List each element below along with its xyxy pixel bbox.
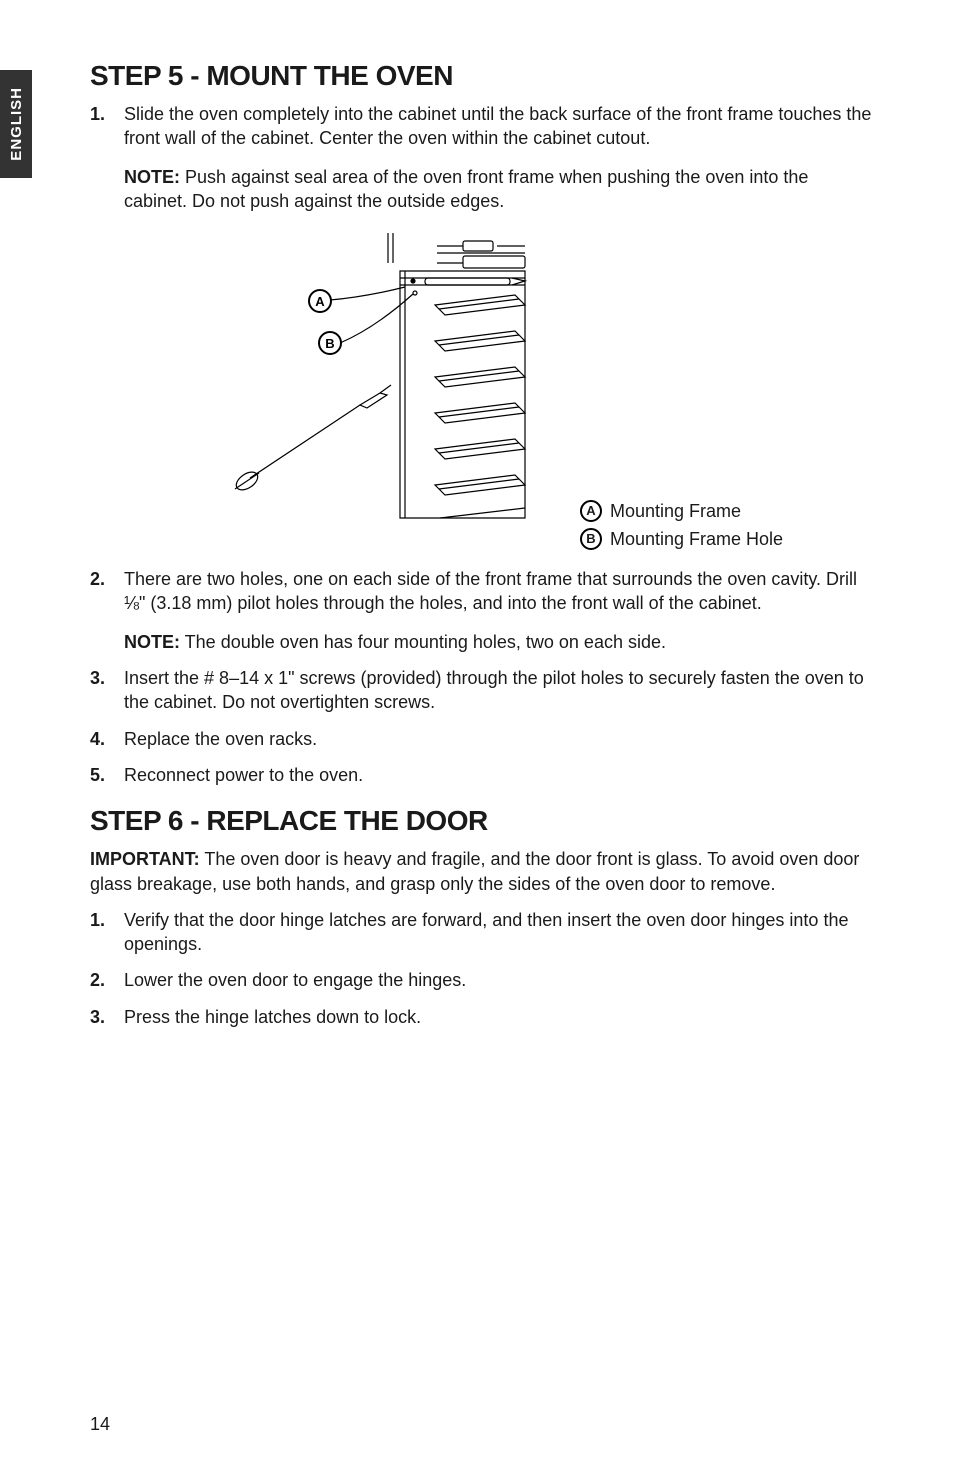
step5-item-5-num: 5.	[90, 763, 105, 787]
diagram-label-b: B	[325, 336, 334, 351]
note-label: NOTE:	[124, 167, 180, 187]
step5-item-4: 4. Replace the oven racks.	[90, 727, 874, 751]
step5-item-1-text: Slide the oven completely into the cabin…	[124, 104, 871, 148]
note-label-2: NOTE:	[124, 632, 180, 652]
step5-item-1-note: NOTE: Push against seal area of the oven…	[124, 165, 874, 214]
important-text: The oven door is heavy and fragile, and …	[90, 849, 859, 893]
step5-list: 1. Slide the oven completely into the ca…	[90, 102, 874, 787]
legend-b-label: Mounting Frame Hole	[610, 527, 783, 551]
legend-a-label: Mounting Frame	[610, 499, 741, 523]
step5-item-4-text: Replace the oven racks.	[124, 729, 317, 749]
step5-title: STEP 5 - MOUNT THE OVEN	[90, 60, 874, 92]
note-text: Push against seal area of the oven front…	[124, 167, 808, 211]
legend-row-a: A Mounting Frame	[580, 499, 783, 523]
important-label: IMPORTANT:	[90, 849, 200, 869]
step6-item-1-text: Verify that the door hinge latches are f…	[124, 910, 848, 954]
step5-item-5-text: Reconnect power to the oven.	[124, 765, 363, 785]
page: ENGLISH STEP 5 - MOUNT THE OVEN 1. Slide…	[0, 0, 954, 1475]
step5-item-2: 2. There are two holes, one on each side…	[90, 567, 874, 654]
mounting-diagram: A B A Mounting Frame B Mounting Frame Ho…	[124, 223, 874, 555]
oven-mount-illustration: A B	[215, 223, 575, 543]
step5-item-2-note: NOTE: The double oven has four mounting …	[124, 630, 874, 654]
step5-item-2-text: There are two holes, one on each side of…	[124, 569, 857, 613]
diagram-legend: A Mounting Frame B Mounting Frame Hole	[580, 499, 783, 556]
step6-item-2-num: 2.	[90, 968, 105, 992]
language-tab: ENGLISH	[0, 70, 32, 178]
step6-title: STEP 6 - REPLACE THE DOOR	[90, 805, 874, 837]
step5-item-1-num: 1.	[90, 102, 105, 126]
step6-important: IMPORTANT: The oven door is heavy and fr…	[90, 847, 874, 896]
step6-item-1: 1. Verify that the door hinge latches ar…	[90, 908, 874, 957]
step5-item-3-text: Insert the # 8–14 x 1" screws (provided)…	[124, 668, 864, 712]
step6-item-2: 2. Lower the oven door to engage the hin…	[90, 968, 874, 992]
step5-item-2-num: 2.	[90, 567, 105, 591]
step5-item-4-num: 4.	[90, 727, 105, 751]
step5-item-3: 3. Insert the # 8–14 x 1" screws (provid…	[90, 666, 874, 715]
step6-item-1-num: 1.	[90, 908, 105, 932]
diagram-label-a: A	[315, 294, 325, 309]
legend-b-icon: B	[580, 528, 602, 550]
step6-list: 1. Verify that the door hinge latches ar…	[90, 908, 874, 1029]
step6-item-3-num: 3.	[90, 1005, 105, 1029]
step5-item-5: 5. Reconnect power to the oven.	[90, 763, 874, 787]
note-text-2: The double oven has four mounting holes,…	[180, 632, 666, 652]
page-number: 14	[90, 1414, 110, 1435]
step5-item-1: 1. Slide the oven completely into the ca…	[90, 102, 874, 555]
step6-item-3-text: Press the hinge latches down to lock.	[124, 1007, 421, 1027]
step6-item-3: 3. Press the hinge latches down to lock.	[90, 1005, 874, 1029]
step6-item-2-text: Lower the oven door to engage the hinges…	[124, 970, 466, 990]
content-area: STEP 5 - MOUNT THE OVEN 1. Slide the ove…	[90, 60, 874, 1029]
legend-row-b: B Mounting Frame Hole	[580, 527, 783, 551]
legend-a-icon: A	[580, 500, 602, 522]
language-tab-label: ENGLISH	[8, 87, 25, 161]
step5-item-3-num: 3.	[90, 666, 105, 690]
